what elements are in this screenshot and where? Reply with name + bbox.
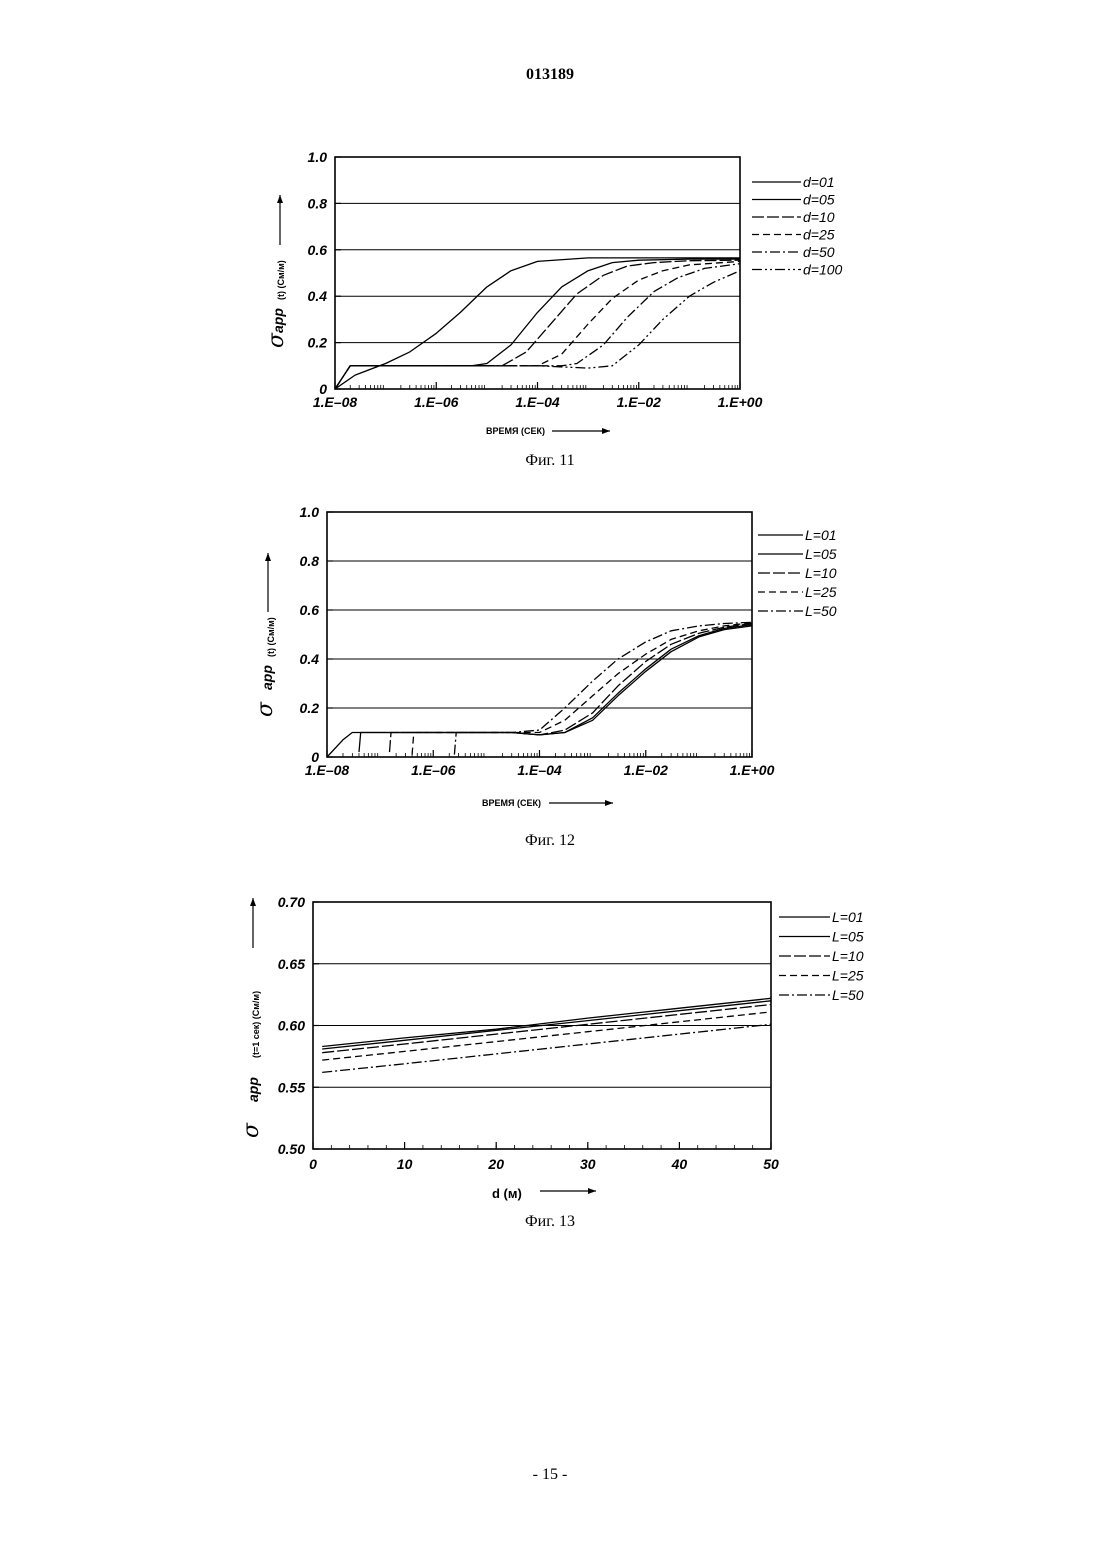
y-axis-symbol: σ — [264, 332, 289, 348]
y-tick-label: 0.60 — [278, 1018, 305, 1034]
y-axis-unit: (t) (См/м) — [276, 260, 286, 300]
series-line-d-01 — [335, 258, 740, 389]
series-line-l-50 — [322, 1024, 771, 1072]
legend-label: L=10 — [832, 948, 864, 964]
x-axis-label: ВРЕМЯ (СЕК) — [482, 798, 541, 808]
x-tick-label: 30 — [580, 1156, 596, 1172]
x-tick-label: 1.E+00 — [718, 394, 763, 410]
plot-frame — [335, 157, 740, 389]
y-tick-label: 0.55 — [278, 1079, 305, 1095]
x-tick-label: 1.E–04 — [515, 394, 560, 410]
legend-label: L=05 — [832, 929, 864, 945]
series-line-l-25 — [412, 623, 752, 755]
y-tick-label: 0.8 — [300, 553, 320, 569]
legend-label: L=50 — [832, 987, 864, 1003]
plot-frame — [327, 512, 752, 757]
legend-label: L=25 — [805, 584, 837, 600]
y-tick-label: 0.6 — [300, 602, 320, 618]
document-number: 013189 — [0, 66, 1100, 84]
y-axis-subscript: app — [270, 308, 286, 333]
page-number: - 15 - — [0, 1466, 1100, 1484]
y-axis-unit: (t) (См/м) — [266, 617, 276, 657]
figure-caption: Фиг. 13 — [525, 1213, 575, 1230]
legend-label: L=01 — [832, 909, 864, 925]
y-tick-label: 0 — [311, 749, 319, 765]
y-axis-unit: (t=1 сек) (См/м) — [251, 991, 261, 1058]
figure-caption: Фиг. 11 — [525, 452, 574, 469]
y-tick-label: 0.2 — [300, 700, 320, 716]
legend-label: d=100 — [803, 262, 843, 278]
x-axis-label: d (м) — [492, 1186, 522, 1201]
y-tick-label: 0.50 — [278, 1141, 305, 1157]
legend-label: d=10 — [803, 209, 835, 225]
y-axis-arrowhead — [277, 195, 283, 203]
x-tick-label: 1.E–06 — [411, 762, 456, 778]
x-tick-label: 1.E–04 — [517, 762, 562, 778]
series-line-l-25 — [322, 1012, 771, 1060]
x-tick-label: 1.E–06 — [414, 394, 459, 410]
y-tick-label: 0.6 — [308, 242, 328, 258]
y-tick-label: 0 — [319, 381, 327, 397]
figure-13-chart: 0 10 20 30 40 50 0.50 0.55 0.60 0.65 0.70 L=01 L=05 L… — [0, 870, 1100, 1230]
x-tick-label: 0 — [309, 1156, 317, 1172]
x-tick-label: 20 — [487, 1156, 504, 1172]
series-line-l-01 — [322, 998, 771, 1046]
y-tick-label: 0.70 — [278, 894, 305, 910]
series-line-l-10 — [322, 1005, 771, 1053]
series-line-l-05 — [322, 1001, 771, 1049]
y-tick-label: 0.4 — [308, 288, 328, 304]
series-line-d-10 — [335, 260, 740, 389]
legend-label: d=50 — [803, 244, 835, 260]
series-line-d-25 — [335, 261, 740, 389]
y-tick-label: 0.65 — [278, 956, 305, 972]
figure-12-chart: 1.E–081.E–061.E–041.E–021.E+0000.20.40.6… — [0, 485, 1100, 855]
y-tick-label: 0.4 — [300, 651, 320, 667]
legend-label: L=50 — [805, 603, 837, 619]
x-tick-label: 50 — [763, 1156, 779, 1172]
y-axis-arrowhead — [265, 553, 271, 561]
figure-11-chart: 1.E–081.E–061.E–041.E–021.E+0000.20.40.6… — [0, 130, 1100, 480]
figure-caption: Фиг. 12 — [525, 832, 575, 849]
x-axis-arrowhead — [588, 1188, 596, 1194]
series-line-l-01 — [327, 626, 752, 757]
y-axis-symbol: σ — [253, 701, 278, 717]
y-axis-subscript: app — [245, 1077, 261, 1102]
x-tick-label: 1.E–02 — [624, 762, 669, 778]
legend-label: d=01 — [803, 174, 835, 190]
x-axis-label: ВРЕМЯ (СЕК) — [486, 426, 545, 436]
x-axis-arrowhead — [605, 800, 613, 806]
legend-label: L=25 — [832, 968, 864, 984]
y-axis-symbol: σ — [239, 1122, 264, 1138]
x-tick-label: 10 — [397, 1156, 413, 1172]
legend-label: d=25 — [803, 227, 835, 243]
series-line-d-50 — [335, 264, 740, 389]
y-axis-subscript: app — [259, 665, 275, 690]
series-line-l-50 — [454, 622, 752, 754]
legend-label: d=05 — [803, 192, 835, 208]
y-axis-arrowhead — [250, 898, 256, 906]
y-tick-label: 0.8 — [308, 195, 328, 211]
x-tick-label: 40 — [671, 1156, 688, 1172]
x-axis-arrowhead — [602, 428, 610, 434]
legend-label: L=01 — [805, 527, 837, 543]
legend-label: L=10 — [805, 565, 837, 581]
series-line-d-100 — [335, 271, 740, 389]
y-tick-label: 1.0 — [308, 149, 328, 165]
x-tick-label: 1.E–02 — [617, 394, 662, 410]
x-tick-label: 1.E+00 — [730, 762, 775, 778]
y-tick-label: 1.0 — [300, 504, 320, 520]
y-tick-label: 0.2 — [308, 335, 328, 351]
legend-label: L=05 — [805, 546, 837, 562]
series-line-d-05 — [335, 259, 740, 389]
